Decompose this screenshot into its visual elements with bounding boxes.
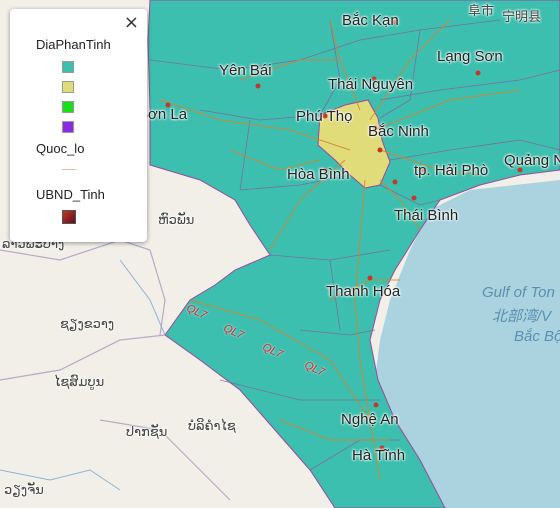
label-gulf-3: Bắc Bộ: [514, 328, 560, 345]
legend-swatch: [62, 81, 74, 93]
label-thanh-hoa: Thanh Hóa: [326, 283, 401, 300]
hanoi-area: [317, 99, 391, 189]
legend-title-ubnd: UBND_Tinh: [36, 187, 105, 202]
label-lao-bolikham: ບໍລິຄຳໄຊ: [188, 418, 236, 433]
label-nghe-an: Nghệ An: [341, 411, 399, 428]
label-lao-houaphan: ຫົວພັນ: [158, 212, 195, 227]
legend-swatch: [62, 61, 74, 73]
label-lao-paksan: ປາກຊັນ: [126, 424, 168, 439]
legend-swatch: [62, 101, 74, 113]
label-thai-binh: Thái Bình: [394, 207, 459, 224]
legend-swatch: [62, 121, 74, 133]
label-lao-xieng: ຊຽງຂວາງ: [60, 316, 115, 331]
legend-gradient-swatch: [62, 210, 76, 224]
label-lao-vientiane: ວຽງຈັນ: [4, 482, 44, 497]
label-yen-bai: Yên Bái: [219, 62, 272, 79]
label-quang-ninh: Quảng Ninh: [504, 152, 560, 169]
label-ha-tinh: Hà Tĩnh: [352, 447, 406, 464]
legend-panel: × DiaPhanTinh Quoc_lo UBND_Tinh: [10, 9, 147, 242]
label-phu-tho: Phú Thọ: [296, 108, 353, 125]
label-lao-xaisom: ໄຊສົມບູນ: [54, 374, 105, 389]
label-lang-son: Lạng Sơn: [437, 48, 503, 65]
label-thai-nguyen: Thái Nguyên: [328, 76, 414, 93]
legend-title-diaphantinh: DiaPhanTinh: [36, 37, 111, 52]
legend-title-quoclo: Quoc_lo: [36, 141, 85, 156]
label-cn-1: 阜市: [468, 3, 495, 18]
label-gulf-2: 北部湾/V: [492, 308, 552, 325]
label-gulf-1: Gulf of Ton: [482, 284, 555, 301]
close-icon[interactable]: ×: [123, 12, 139, 33]
label-son-la: Sơn La: [138, 106, 188, 123]
label-cn-2: 宁明县: [502, 9, 542, 24]
label-hai-phong: tp. Hải Phò: [414, 162, 489, 179]
label-bac-ninh: Bắc Ninh: [368, 123, 429, 140]
legend-line-swatch: [62, 169, 76, 170]
label-hoa-binh: Hòa Bình: [287, 166, 350, 183]
label-bac-kan: Bắc Kạn: [342, 12, 399, 29]
